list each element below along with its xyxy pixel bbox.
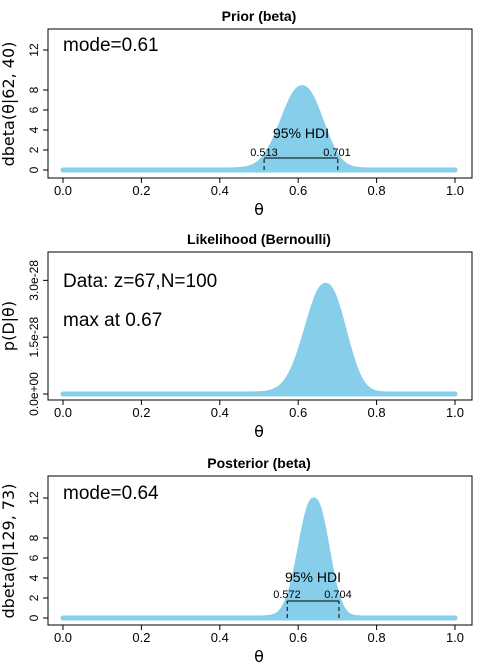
posterior-x-tick-label: 0.4 — [211, 630, 229, 645]
posterior-y-tick-label: 4 — [27, 574, 41, 581]
likelihood-x-tick-label: 0.2 — [132, 405, 150, 420]
posterior-y-axis: 0 2 4 6 8 12 — [27, 491, 48, 621]
posterior-x-tick-label: 0.2 — [132, 630, 150, 645]
posterior-x-tick-label: 0.8 — [368, 630, 386, 645]
posterior-panel: Posterior (beta) 0.0 0.2 0.4 0.6 0.8 1.0… — [0, 455, 473, 666]
likelihood-x-tick-label: 1.0 — [446, 405, 464, 420]
prior-y-tick-label: 0 — [27, 166, 41, 173]
prior-x-tick-label: 0.2 — [132, 183, 150, 198]
prior-x-tick-label: 0.8 — [368, 183, 386, 198]
likelihood-x-tick-label: 0.0 — [54, 405, 72, 420]
posterior-x-axis: 0.0 0.2 0.4 0.6 0.8 1.0 — [54, 625, 464, 645]
prior-hdi-high-label: 0.701 — [323, 147, 351, 159]
prior-x-tick-label: 0.4 — [211, 183, 229, 198]
likelihood-panel: Likelihood (Bernoulli) 0.0 0.2 0.4 0.6 0… — [0, 231, 473, 441]
prior-y-tick-label: 2 — [27, 146, 41, 153]
posterior-x-tick-label: 1.0 — [446, 630, 464, 645]
prior-hdi-label: 95% HDI — [273, 125, 329, 141]
prior-x-axis-label: θ — [254, 200, 264, 219]
likelihood-x-axis: 0.0 0.2 0.4 0.6 0.8 1.0 — [54, 400, 464, 420]
posterior-y-tick-label: 8 — [27, 534, 41, 541]
posterior-mode-annotation: mode=0.64 — [63, 483, 159, 504]
likelihood-density-area — [60, 282, 458, 397]
prior-density-area — [60, 85, 458, 173]
likelihood-x-tick-label: 0.8 — [368, 405, 386, 420]
posterior-y-tick-label: 12 — [27, 491, 41, 505]
prior-x-tick-label: 1.0 — [446, 183, 464, 198]
prior-y-tick-label: 6 — [27, 106, 41, 113]
prior-y-tick-label: 4 — [27, 126, 41, 133]
posterior-title: Posterior (beta) — [207, 455, 310, 471]
prior-title: Prior (beta) — [222, 8, 297, 24]
likelihood-x-axis-label: θ — [254, 422, 264, 441]
likelihood-title: Likelihood (Bernoulli) — [187, 231, 331, 247]
likelihood-y-axis: 0.0e+00 1.5e-28 3.0e-28 — [27, 260, 48, 416]
posterior-y-tick-label: 0 — [27, 614, 41, 621]
likelihood-max-annotation: max at 0.67 — [63, 310, 162, 331]
prior-mode-annotation: mode=0.61 — [63, 35, 159, 56]
posterior-x-axis-label: θ — [254, 647, 264, 666]
likelihood-y-tick-label: 1.5e-28 — [27, 317, 41, 358]
prior-x-tick-label: 0.6 — [289, 183, 307, 198]
prior-x-axis: 0.0 0.2 0.4 0.6 0.8 1.0 — [54, 178, 464, 198]
likelihood-y-tick-label: 0.0e+00 — [27, 372, 41, 416]
prior-y-axis: 0 2 4 6 8 12 — [27, 43, 48, 173]
prior-y-tick-label: 8 — [27, 86, 41, 93]
posterior-y-tick-label: 2 — [27, 594, 41, 601]
posterior-y-tick-label: 6 — [27, 554, 41, 561]
posterior-density-area — [60, 497, 458, 621]
likelihood-x-tick-label: 0.4 — [211, 405, 229, 420]
prior-y-axis-label: dbeta(θ|62, 40) — [0, 42, 18, 167]
prior-hdi-low-label: 0.513 — [250, 147, 278, 159]
likelihood-data-annotation: Data: z=67,N=100 — [63, 271, 217, 292]
posterior-y-axis-label: dbeta(θ|129, 73) — [0, 484, 18, 619]
posterior-hdi-label: 95% HDI — [285, 569, 341, 585]
likelihood-x-tick-label: 0.6 — [289, 405, 307, 420]
posterior-x-tick-label: 0.6 — [289, 630, 307, 645]
posterior-x-tick-label: 0.0 — [54, 630, 72, 645]
prior-panel: Prior (beta) 0.0 0.2 0.4 0.6 0.8 1.0 0 2… — [0, 8, 473, 219]
prior-y-tick-label: 12 — [27, 43, 41, 57]
likelihood-y-tick-label: 3.0e-28 — [27, 260, 41, 301]
posterior-hdi-high-label: 0.704 — [324, 589, 352, 601]
prior-x-tick-label: 0.0 — [54, 183, 72, 198]
likelihood-y-axis-label: p(D|θ) — [0, 301, 18, 351]
posterior-hdi-low-label: 0.572 — [273, 589, 301, 601]
